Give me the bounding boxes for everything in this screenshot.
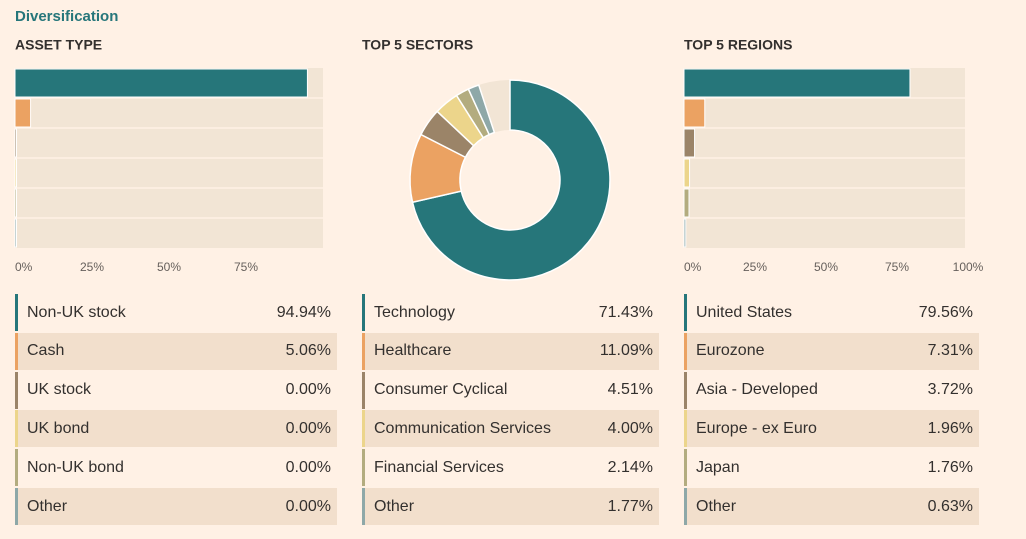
value-label: 94.94%	[276, 303, 331, 321]
bar	[683, 98, 706, 128]
value-label: 4.00%	[607, 419, 653, 437]
bar	[683, 128, 696, 158]
category-label: Technology	[374, 303, 455, 321]
category-label: Non-UK bond	[27, 458, 124, 476]
category-label: Non-UK stock	[27, 303, 126, 321]
bar	[14, 218, 17, 248]
pie-slice	[411, 79, 611, 281]
chart-title: TOP 5 SECTORS	[362, 37, 473, 53]
pie-slice	[467, 84, 496, 136]
category-label: Other	[374, 497, 415, 515]
legend-row: Communication Services 4.00%	[362, 410, 659, 448]
category-label: Eurozone	[696, 342, 765, 360]
legend-row: Europe - ex Euro 1.96%	[684, 410, 979, 448]
legend-row: Other 0.00%	[15, 488, 337, 525]
bar	[14, 188, 17, 218]
bar	[683, 188, 690, 218]
legend-row: UK bond 0.00%	[15, 410, 337, 448]
x-tick-label: 100%	[953, 260, 984, 274]
value-label: 5.06%	[285, 342, 331, 360]
legend-row: Eurozone 7.31%	[684, 332, 979, 370]
x-tick-label: 75%	[885, 260, 909, 274]
legend-row: Asia - Developed 3.72%	[684, 371, 979, 409]
value-label: 0.00%	[285, 458, 331, 476]
legend-row: UK stock 0.00%	[15, 371, 337, 409]
value-label: 1.77%	[607, 497, 653, 515]
category-label: Europe - ex Euro	[696, 419, 817, 437]
category-label: Japan	[696, 458, 740, 476]
category-label: Consumer Cyclical	[374, 381, 508, 399]
chart-title: ASSET TYPE	[15, 37, 102, 53]
x-tick-label: 0%	[684, 260, 702, 274]
x-tick-label: 25%	[80, 260, 104, 274]
value-label: 11.09%	[599, 342, 653, 360]
value-label: 2.14%	[607, 458, 653, 476]
category-label: Other	[27, 497, 68, 515]
category-label: Financial Services	[374, 458, 504, 476]
bar	[14, 158, 17, 188]
x-tick-label: 50%	[814, 260, 838, 274]
bar	[683, 158, 691, 188]
x-tick-label: 75%	[234, 260, 258, 274]
category-label: Cash	[27, 342, 65, 360]
legend-row: Other 1.77%	[362, 488, 659, 525]
value-label: 79.56%	[918, 303, 973, 321]
bar	[14, 98, 32, 128]
x-tick-label: 50%	[157, 260, 181, 274]
legend-row: United States 79.56%	[684, 294, 979, 331]
value-label: 3.72%	[927, 381, 973, 399]
category-label: United States	[696, 303, 793, 321]
value-label: 0.00%	[285, 381, 331, 399]
chart-title: TOP 5 REGIONS	[684, 37, 792, 53]
value-label: 0.00%	[285, 497, 331, 515]
legend-row: Financial Services 2.14%	[362, 449, 659, 487]
legend-row: Consumer Cyclical 4.51%	[362, 371, 659, 409]
category-label: Other	[696, 497, 737, 515]
category-label: UK stock	[27, 381, 92, 399]
legend-row: Non-UK stock 94.94%	[15, 294, 337, 331]
category-label: Communication Services	[374, 419, 551, 437]
legend-row: Healthcare 11.09%	[362, 332, 659, 370]
legend-row: Japan 1.76%	[684, 449, 979, 487]
legend-row: Non-UK bond 0.00%	[15, 449, 337, 487]
bar	[14, 68, 308, 98]
bar	[14, 128, 17, 158]
value-label: 71.43%	[598, 303, 653, 321]
value-label: 4.51%	[607, 381, 653, 399]
bar	[683, 68, 911, 98]
legend-row: Other 0.63%	[684, 488, 979, 525]
value-label: 1.76%	[927, 458, 973, 476]
value-label: 0.63%	[927, 497, 973, 515]
x-tick-label: 0%	[15, 260, 33, 274]
category-label: Healthcare	[374, 342, 452, 360]
value-label: 1.96%	[927, 419, 973, 437]
section-title: Diversification	[15, 8, 118, 25]
category-label: UK bond	[27, 419, 90, 437]
value-label: 7.31%	[927, 342, 973, 360]
x-tick-label: 25%	[743, 260, 767, 274]
bar	[683, 218, 687, 248]
legend-row: Cash 5.06%	[15, 332, 337, 370]
value-label: 0.00%	[285, 419, 331, 437]
category-label: Asia - Developed	[696, 381, 818, 399]
legend-row: Technology 71.43%	[362, 294, 659, 331]
